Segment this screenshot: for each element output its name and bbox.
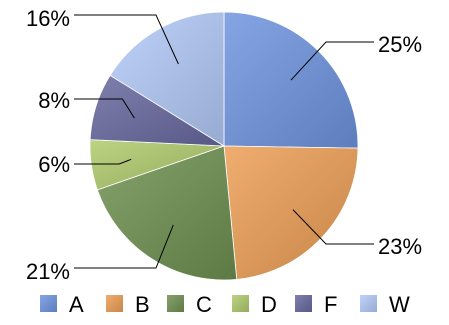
value-label-d: 6% — [38, 152, 70, 177]
legend-item-b: B — [106, 292, 150, 317]
label-leader-lines — [74, 14, 374, 269]
leader-line-w — [74, 14, 179, 65]
legend-swatch-d — [232, 295, 249, 312]
legend-label-b: B — [135, 292, 150, 317]
pie-slice-w — [109, 11, 225, 147]
pie-slice-b — [223, 145, 359, 280]
legend-label-c: C — [196, 292, 212, 317]
value-labels: 25% 23% 21% 6% 8% 16% — [26, 6, 422, 284]
legend-swatch-f — [295, 295, 312, 312]
legend-swatch-b — [106, 295, 123, 312]
leader-line-a — [290, 41, 374, 81]
leader-line-d — [74, 158, 132, 165]
value-label-c: 21% — [26, 259, 70, 284]
leader-line-b — [292, 209, 374, 245]
legend-label-f: F — [324, 292, 337, 317]
legend-item-w: W — [360, 292, 410, 317]
legend-label-w: W — [389, 292, 410, 317]
legend-label-a: A — [69, 292, 84, 317]
value-label-a: 25% — [378, 32, 422, 57]
legend-swatch-c — [167, 295, 184, 312]
legend-label-d: D — [261, 292, 277, 317]
pie-slices — [89, 11, 359, 281]
legend-item-a: A — [40, 292, 84, 317]
value-label-f: 8% — [38, 88, 70, 113]
pie-slice-c — [96, 145, 238, 281]
legend-swatch-w — [360, 295, 377, 312]
legend-swatch-a — [40, 295, 57, 312]
legend-item-c: C — [167, 292, 212, 317]
value-label-b: 23% — [378, 234, 422, 259]
legend-item-d: D — [232, 292, 277, 317]
value-label-w: 16% — [26, 6, 70, 31]
legend-item-f: F — [295, 292, 337, 317]
leader-line-f — [74, 98, 135, 119]
leader-line-c — [74, 224, 174, 269]
